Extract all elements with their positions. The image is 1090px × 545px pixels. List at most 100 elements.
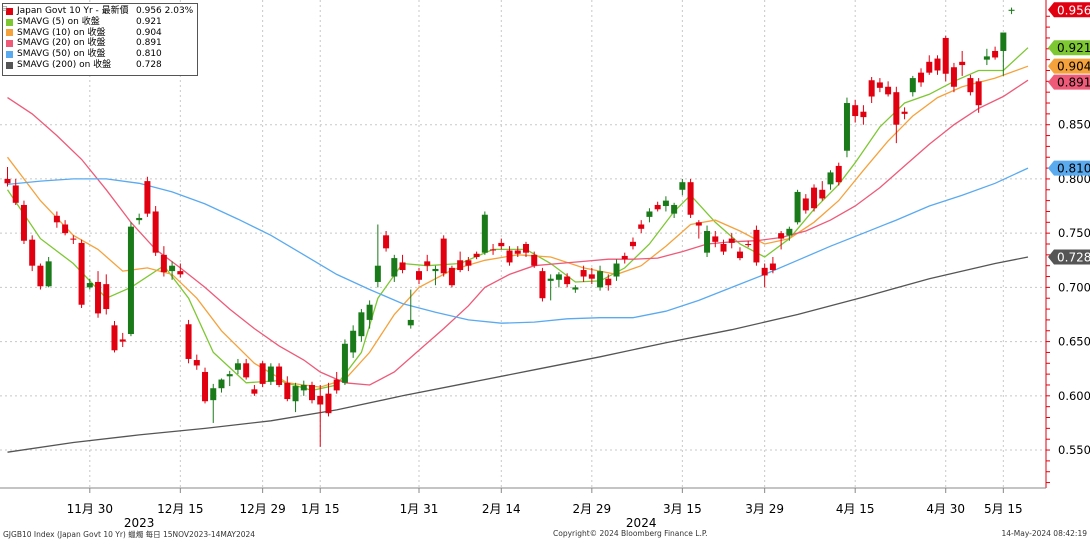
candle [341, 339, 348, 385]
candle-body [580, 270, 587, 277]
series-line [7, 79, 1029, 386]
legend-item[interactable]: SMAVG (50) on 收盤 0.810 [6, 49, 194, 60]
x-tick-label: 2月 14 [482, 502, 521, 516]
candle [967, 74, 974, 96]
candle-body [992, 50, 999, 58]
candle-body [761, 267, 768, 276]
candle [259, 361, 266, 388]
legend-item[interactable]: Japan Govt 10 Yr - 最新價 0.956 2.03% [6, 6, 194, 17]
candle [111, 320, 118, 353]
candle-body [687, 182, 694, 215]
series-line [6, 65, 1029, 388]
price-badge: 0.728 [1048, 249, 1090, 265]
candle-body [769, 263, 776, 271]
legend-swatch [6, 40, 13, 48]
candle [86, 278, 93, 290]
candle [169, 261, 176, 280]
candle-body [259, 363, 266, 384]
candle [424, 254, 431, 272]
candle-body [490, 249, 497, 251]
candle-body [473, 253, 480, 258]
candle-body [127, 226, 134, 335]
candle [292, 382, 299, 413]
candle-body [70, 238, 77, 240]
candle [202, 367, 209, 404]
candle-body [95, 281, 102, 314]
candle-body [811, 187, 818, 209]
candle-body [654, 204, 661, 210]
legend-label: SMAVG (20) on 收盤 [17, 38, 106, 49]
candle-body [597, 271, 604, 288]
x-tick-label: 12月 15 [157, 502, 203, 516]
price-badge-label: 0.904 [1057, 60, 1090, 74]
x-tick-label: 12月 29 [239, 502, 285, 516]
candle [267, 363, 274, 385]
price-badge-bg [1048, 40, 1090, 56]
candle [1000, 32, 1007, 76]
candle [736, 247, 743, 261]
candle-body [366, 304, 373, 320]
candle [160, 246, 167, 277]
price-badge-bg [1048, 2, 1090, 18]
candle [728, 233, 735, 249]
candle-body [251, 389, 258, 394]
x-tick-label: 2月 29 [572, 502, 611, 516]
candle [621, 252, 628, 264]
candle-body [629, 241, 636, 247]
candle-body [383, 235, 390, 249]
legend-collapse-icon[interactable]: ⊟ [2, 5, 8, 13]
candle [745, 240, 752, 248]
series-line [7, 256, 1029, 453]
candle [819, 181, 826, 201]
candle-body [300, 384, 307, 391]
candle-body [506, 250, 513, 263]
legend-value: 0.810 [136, 49, 162, 60]
candle-body [728, 238, 735, 243]
candle [284, 376, 291, 402]
candle [350, 325, 357, 358]
candle-body [621, 255, 628, 260]
candle [317, 384, 324, 447]
legend-box[interactable]: ⊟ Japan Govt 10 Yr - 最新價 0.956 2.03% SMAVG… [2, 3, 198, 76]
legend-label: SMAVG (50) on 收盤 [17, 49, 106, 60]
price-badge-bg [1048, 58, 1090, 74]
legend-item[interactable]: SMAVG (10) on 收盤 0.904 [6, 28, 194, 39]
candle [580, 265, 587, 282]
candle [605, 274, 612, 291]
legend-item[interactable]: SMAVG (20) on 收盤 0.891 [6, 38, 194, 49]
candle-body [646, 211, 653, 217]
legend-item[interactable]: SMAVG (200) on 收盤 0.728 [6, 60, 194, 71]
candle-body [671, 204, 678, 214]
candle [901, 107, 908, 120]
candle [210, 383, 217, 423]
candle [638, 220, 645, 234]
x-tick-label: 3月 15 [663, 502, 702, 516]
candle [448, 265, 455, 288]
candle-body [424, 261, 431, 266]
candle [276, 363, 283, 388]
candle-body [169, 265, 176, 272]
candle-body [333, 379, 340, 391]
candle-body [267, 366, 274, 382]
candle [597, 265, 604, 291]
candle-body [843, 103, 850, 151]
candle-body [160, 254, 167, 273]
candle-body [868, 80, 875, 97]
candle-body [407, 319, 414, 326]
candle-body [234, 363, 241, 370]
legend-item[interactable]: SMAVG (5) on 收盤 0.921 [6, 17, 194, 28]
candle [37, 263, 44, 290]
legend-label: SMAVG (10) on 收盤 [17, 27, 106, 38]
y-tick-label: 0.750 [1058, 226, 1090, 240]
candle-body [202, 371, 209, 402]
price-badge: 0.904 [1048, 58, 1090, 74]
candle-body [852, 105, 859, 117]
candle [687, 178, 694, 218]
price-badge: 0.956 [1048, 2, 1090, 17]
candle-body [704, 230, 711, 253]
legend-label: SMAVG (5) on 收盤 [17, 16, 100, 27]
legend-value: 0.728 [136, 59, 162, 70]
candle [391, 254, 398, 282]
